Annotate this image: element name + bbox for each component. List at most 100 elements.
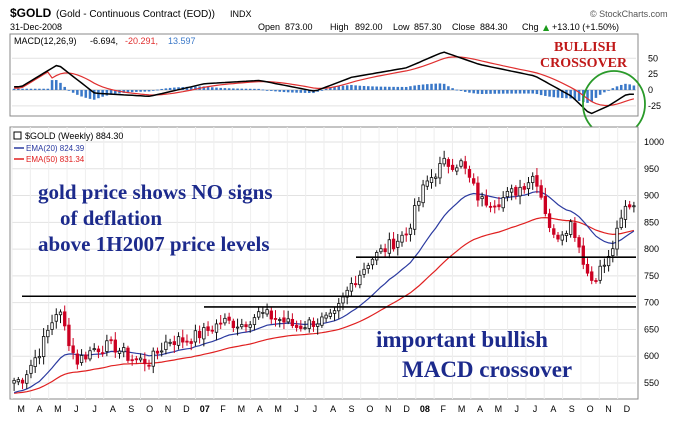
macd-histogram-bar (67, 90, 71, 91)
candle-body (316, 323, 320, 327)
x-tick-label: D (624, 404, 631, 414)
x-tick-label: A (110, 404, 116, 414)
macd-histogram-bar (105, 90, 109, 96)
candle-body (41, 336, 46, 358)
ema50-line (14, 216, 635, 394)
macd-histogram-bar (38, 88, 41, 90)
candle-body (320, 316, 324, 326)
macd-histogram-bar (371, 86, 374, 90)
macd-histogram-bar (497, 90, 501, 94)
x-tick-label: N (385, 404, 392, 414)
macd-histogram-bar (388, 86, 391, 90)
candle-body (594, 280, 598, 282)
candle-body (577, 237, 581, 248)
candle-body (467, 169, 472, 178)
macd-histogram-bar (257, 88, 260, 90)
candle-body (345, 289, 349, 298)
macd-histogram-bar (320, 90, 324, 91)
macd-histogram-bar (80, 90, 83, 97)
candle-body (113, 339, 117, 353)
candle-body (455, 167, 459, 172)
macd-legend-v2: -20.291, (125, 36, 158, 46)
macd-histogram-bar (219, 87, 222, 90)
deflation-line-1: gold price shows NO signs (38, 180, 273, 204)
macd-histogram-bar (404, 86, 408, 90)
chart-exchange: INDX (230, 9, 252, 19)
x-tick-label: M (495, 404, 503, 414)
macd-histogram-bar (109, 90, 113, 95)
candle-body (290, 318, 295, 327)
macd-histogram-bar (329, 87, 332, 90)
candle-body (531, 175, 535, 183)
macd-histogram-bar (227, 88, 231, 90)
candle-body (375, 252, 379, 261)
chg-label: Chg (522, 22, 539, 32)
macd-histogram-bar (168, 87, 172, 90)
macd-histogram-bar (324, 88, 328, 90)
candle-body (265, 309, 269, 315)
macd-histogram-bar (261, 89, 265, 91)
candle-body (438, 163, 442, 179)
macd-histogram-bar (463, 90, 467, 92)
candle-body (105, 340, 109, 352)
macd-histogram-bar (383, 86, 387, 90)
x-tick-label: S (128, 404, 134, 414)
candle-body (526, 182, 531, 190)
candle-body (476, 182, 480, 201)
price-tick-label: 600 (644, 351, 659, 361)
candle-body (623, 205, 628, 220)
macd-histogram-bar (88, 90, 92, 99)
price-legend-ema20: EMA(20) 824.39 (26, 144, 85, 153)
x-tick-label: 08 (420, 404, 430, 414)
candle-body (332, 310, 337, 314)
open-label: Open (258, 22, 280, 32)
macd-histogram-bar (434, 83, 437, 90)
x-tick-label: A (477, 404, 483, 414)
macd-histogram-bar (438, 83, 442, 90)
candle-body (244, 324, 248, 328)
candle-body (172, 341, 176, 346)
bullish-label-1: BULLISH (554, 40, 617, 55)
macd-histogram-bar (151, 90, 155, 91)
macd-histogram-bar (624, 83, 627, 90)
macd-histogram-bar (156, 89, 159, 91)
macd-histogram-bar (164, 88, 168, 90)
macd-histogram-bar (358, 85, 362, 90)
price-tick-label: 700 (644, 298, 659, 308)
candle-body (425, 180, 429, 187)
macd-histogram-bar (539, 90, 543, 96)
macd-histogram-bar (489, 90, 492, 94)
macd-histogram-bar (459, 90, 463, 91)
macd-histogram-bar (33, 88, 37, 90)
macd-histogram-bar (632, 85, 636, 90)
candle-body (404, 233, 408, 236)
candle-body (434, 176, 438, 179)
macd-histogram-bar (337, 86, 341, 90)
candle-body (54, 314, 58, 322)
candle-body (628, 204, 632, 208)
candle-body (294, 324, 299, 328)
high-value: 892.00 (355, 22, 383, 32)
candle-body (480, 196, 484, 200)
candle-body (602, 264, 607, 267)
candle-body (552, 228, 556, 235)
macd-histogram-bar (548, 90, 551, 97)
x-tick-label: N (165, 404, 172, 414)
candle-body (349, 283, 354, 292)
candle-body (160, 350, 164, 353)
macd-histogram-bar (265, 90, 269, 91)
candle-body (379, 248, 383, 253)
macd-histogram-bar (573, 90, 577, 100)
x-tick-label: O (587, 404, 594, 414)
macd-histogram-bar (194, 86, 197, 90)
candle-body (472, 178, 476, 184)
candle-body (463, 161, 467, 169)
chart-copyright: © StockCharts.com (590, 9, 668, 19)
close-label: Close (452, 22, 475, 32)
candle-body (16, 379, 20, 383)
candle-body (408, 227, 413, 235)
price-tick-label: 550 (644, 378, 659, 388)
macd-crossover-line-1: important bullish (376, 327, 548, 352)
macd-crossover-line-2: MACD crossover (402, 357, 573, 382)
